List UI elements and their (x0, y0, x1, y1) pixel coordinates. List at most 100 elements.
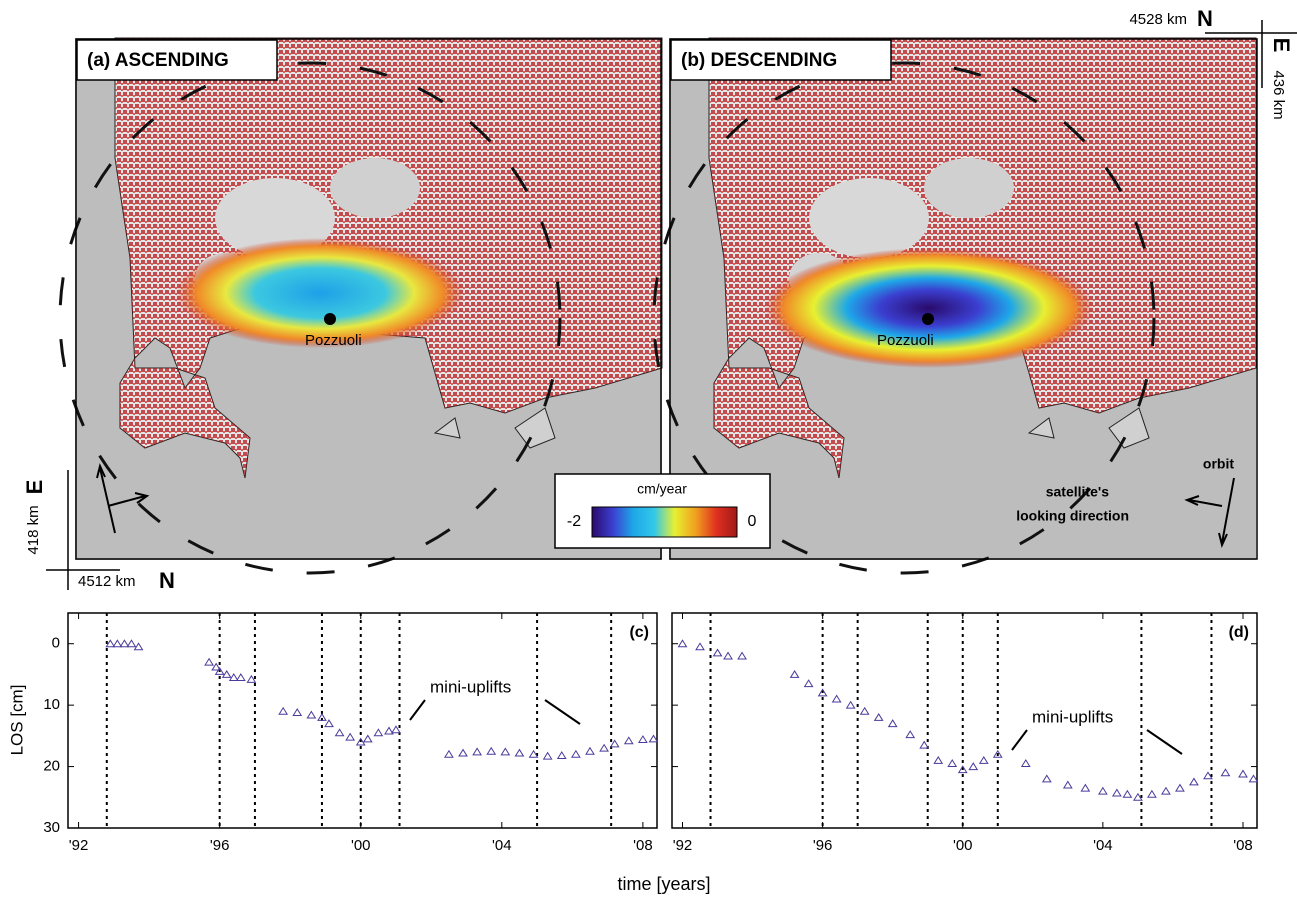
data-point (528, 749, 539, 758)
data-point (968, 762, 979, 771)
data-point (723, 651, 733, 660)
data-point (486, 746, 497, 755)
data-point (609, 739, 620, 748)
data-point (1220, 768, 1231, 777)
coord-label: E (22, 480, 47, 495)
data-point (362, 734, 373, 743)
data-point (105, 639, 116, 648)
data-point (317, 712, 327, 721)
data-point (1248, 774, 1259, 783)
data-point (514, 748, 525, 757)
coord-label: 4512 km (78, 573, 136, 590)
coord-label: N (1197, 6, 1213, 31)
data-point (992, 749, 1003, 758)
coord-label: 436 km (1270, 70, 1287, 119)
data-point (391, 725, 401, 734)
data-point (712, 648, 723, 657)
data-point (831, 694, 842, 703)
data-point (306, 710, 317, 719)
looking-label: satellite's (1046, 484, 1109, 500)
annotation: mini-uplifts (430, 677, 511, 696)
data-point (324, 719, 334, 728)
data-point (905, 730, 916, 739)
data-point (133, 642, 144, 651)
data-point (585, 746, 595, 755)
data-point (246, 674, 257, 683)
data-point (1147, 789, 1157, 798)
data-point (859, 706, 870, 715)
data-point (1133, 792, 1143, 801)
plot-area (67, 612, 658, 829)
map-panel: Pozzuoli (b) DESCENDING orbit satellite'… (652, 36, 1258, 575)
colorbar-tick: 0 (748, 513, 757, 530)
data-point (570, 749, 581, 758)
colorbar-label: cm/year (637, 481, 687, 497)
data-point (695, 642, 705, 651)
data-point (235, 673, 246, 681)
data-point (458, 748, 468, 757)
data-point (737, 651, 747, 660)
data-point (873, 712, 884, 721)
x-tick-label: '08 (1233, 837, 1253, 854)
map-label: (a) ASCENDING (87, 50, 229, 71)
data-point (1080, 783, 1091, 792)
data-point (542, 751, 553, 760)
data-point (648, 734, 659, 743)
data-point (1097, 786, 1108, 795)
data-point (887, 719, 898, 728)
data-point (334, 728, 345, 737)
coord-label: 4528 km (1129, 11, 1187, 28)
annotation-leader (1011, 729, 1183, 755)
data-point (444, 749, 454, 758)
data-point (1122, 789, 1133, 798)
panel-label: (d) (1229, 624, 1249, 641)
data-point (845, 700, 856, 709)
data-point (345, 732, 356, 741)
data-point (221, 669, 232, 678)
data-point (204, 657, 214, 666)
data-point (1203, 771, 1213, 780)
data-point (1062, 780, 1073, 789)
data-point (214, 666, 225, 675)
x-tick-label: '92 (673, 837, 693, 854)
data-point (947, 759, 958, 767)
y-axis-label: LOS [cm] (7, 685, 26, 756)
annotation-leader (409, 699, 581, 725)
data-point (933, 755, 944, 764)
data-point (500, 747, 511, 756)
plot-area (671, 612, 1258, 829)
x-tick-label: '96 (813, 837, 833, 854)
data-point (919, 740, 930, 749)
x-tick-label: '04 (1093, 837, 1113, 854)
y-tick-label: 30 (43, 819, 60, 836)
y-tick-label: 20 (43, 758, 60, 775)
data-point (1175, 783, 1185, 792)
x-tick-label: '96 (210, 837, 230, 854)
colorbar: cm/year -2 0 (554, 473, 771, 549)
x-tick-label: '08 (633, 837, 653, 854)
orbit-label: orbit (1203, 456, 1234, 472)
data-point (119, 639, 130, 648)
data-point (112, 639, 123, 648)
coord-label: 418 km (25, 505, 42, 554)
data-point (228, 673, 239, 681)
data-point (957, 765, 968, 774)
data-point (556, 751, 567, 760)
x-tick-label: '00 (351, 837, 371, 854)
coord-label: N (159, 568, 175, 593)
data-point (384, 726, 394, 735)
data-point (126, 639, 137, 648)
y-tick-label: 0 (52, 635, 60, 652)
data-point (1238, 769, 1248, 778)
x-axis-label: time [years] (617, 874, 710, 894)
data-point (1041, 774, 1052, 783)
data-point (1189, 777, 1199, 786)
data-point (817, 688, 828, 697)
annotation: mini-uplifts (1032, 707, 1113, 726)
x-tick-label: '00 (953, 837, 973, 854)
data-point (803, 679, 814, 688)
data-point (278, 706, 289, 715)
coordinates: 4528 km N 436 km E 418 km E 4512 km N (22, 6, 1297, 593)
data-point (789, 669, 800, 678)
